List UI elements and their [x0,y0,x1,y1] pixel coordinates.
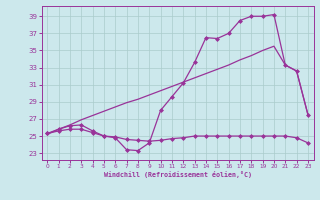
X-axis label: Windchill (Refroidissement éolien,°C): Windchill (Refroidissement éolien,°C) [104,171,252,178]
